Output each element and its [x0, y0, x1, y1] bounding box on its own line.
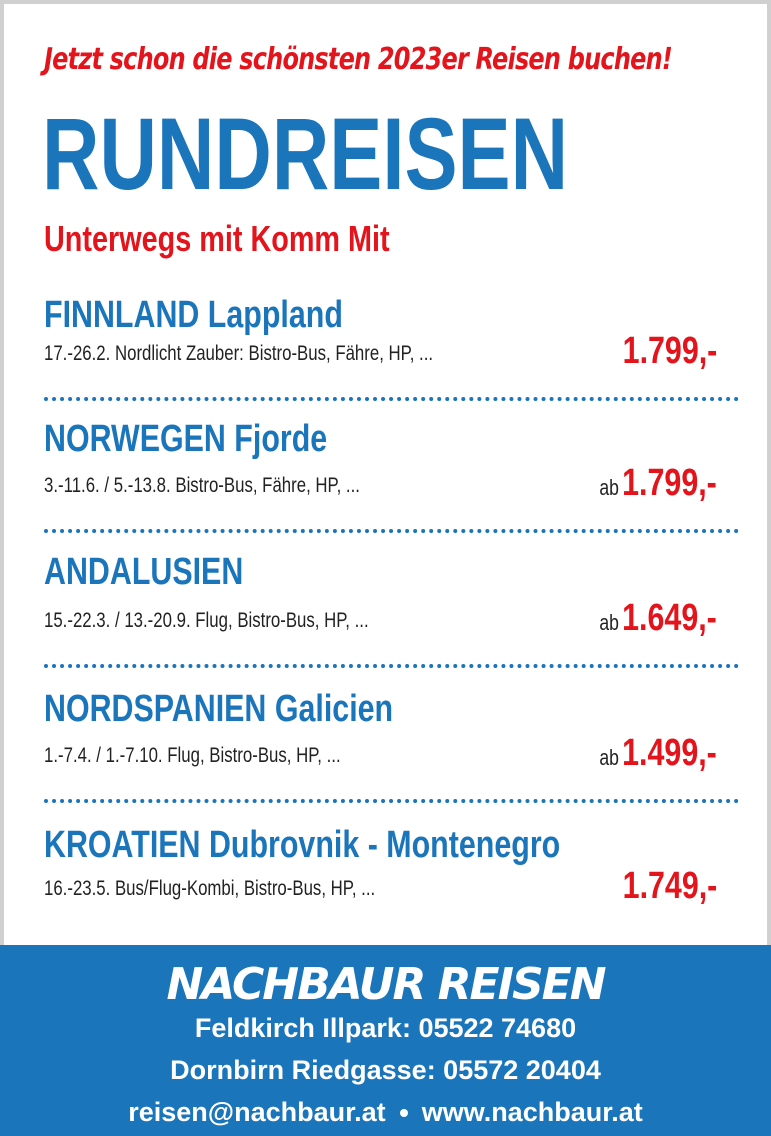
trip-price-group: ab1.799,-	[600, 462, 717, 505]
trip-name: KROATIEN Dubrovnik - Montenegro	[44, 824, 689, 867]
separator	[44, 799, 739, 803]
trip-details: 16.-23.5. Bus/Flug-Kombi, Bistro-Bus, HP…	[44, 877, 458, 901]
separator	[44, 397, 739, 401]
trip-price-group: ab1.649,-	[600, 597, 717, 640]
trip-details-text: 16.-23.5. Bus/Flug-Kombi, Bistro-Bus, HP…	[44, 877, 376, 900]
trip-details-text: 1.-7.4. / 1.-7.10. Flug, Bistro-Bus, HP,…	[44, 744, 341, 767]
trip-name-text: ANDALUSIEN	[44, 551, 244, 593]
price-prefix: ab	[599, 475, 620, 500]
trip-details: 15.-22.3. / 13.-20.9. Flug, Bistro-Bus, …	[44, 609, 450, 633]
separator	[44, 664, 739, 668]
trip-name: ANDALUSIEN	[44, 551, 293, 594]
separator	[44, 529, 739, 533]
trip-name: NORDSPANIEN Galicien	[44, 688, 480, 731]
trip-price-group: 1.799,-	[622, 330, 717, 373]
tagline: Jetzt schon die schönsten 2023er Reisen …	[44, 42, 771, 77]
price-prefix: ab	[599, 745, 620, 770]
trip-price: ab1.649,-	[570, 597, 717, 640]
trip-details-text: 17.-26.2. Nordlicht Zauber: Bistro-Bus, …	[44, 342, 434, 365]
trip-name: NORWEGEN Fjorde	[44, 418, 398, 461]
price-value: 1.799,-	[622, 462, 717, 504]
footer: NACHBAUR REISEN Feldkirch Illpark: 05522…	[0, 945, 771, 1136]
price-value: 1.749,-	[622, 865, 717, 907]
contact-line: Dornbirn Riedgasse: 05572 20404	[170, 1055, 601, 1085]
price-value: 1.799,-	[622, 330, 717, 372]
email[interactable]: reisen@nachbaur.at	[128, 1097, 386, 1127]
trip-details: 1.-7.4. / 1.-7.10. Flug, Bistro-Bus, HP,…	[44, 744, 415, 768]
subtitle-text: Unterwegs mit Komm Mit	[44, 218, 390, 259]
trip-price: ab1.799,-	[570, 462, 717, 505]
price-value: 1.649,-	[622, 597, 717, 639]
website[interactable]: www.nachbaur.at	[421, 1097, 643, 1127]
trip-price: 1.749,-	[599, 865, 717, 908]
trip-details-text: 3.-11.6. / 5.-13.8. Bistro-Bus, Fähre, H…	[44, 474, 360, 497]
title-text: RUNDREISEN	[42, 97, 569, 211]
trip-price-group: ab1.499,-	[600, 732, 717, 775]
trip-price: ab1.499,-	[570, 732, 717, 775]
separator-dot	[399, 1108, 408, 1117]
trip-price-group: 1.749,-	[622, 865, 717, 908]
tagline-text: Jetzt schon die schönsten 2023er Reisen …	[44, 42, 673, 77]
trip-details: 3.-11.6. / 5.-13.8. Bistro-Bus, Fähre, H…	[44, 474, 439, 498]
trip-name-text: KROATIEN Dubrovnik - Montenegro	[44, 824, 561, 866]
contact-line: Feldkirch Illpark: 05522 74680	[194, 1013, 577, 1043]
subtitle: Unterwegs mit Komm Mit	[44, 218, 476, 260]
trip-price: 1.799,-	[599, 330, 717, 373]
trip-details: 17.-26.2. Nordlicht Zauber: Bistro-Bus, …	[44, 342, 530, 366]
brand: NACHBAUR REISEN	[166, 959, 606, 1010]
trip-name-text: NORWEGEN Fjorde	[44, 418, 328, 460]
trip-details-text: 15.-22.3. / 13.-20.9. Flug, Bistro-Bus, …	[44, 609, 369, 632]
contact-web: reisen@nachbaur.at www.nachbaur.at	[0, 1097, 771, 1128]
price-value: 1.499,-	[622, 732, 717, 774]
title: RUNDREISEN	[42, 97, 716, 211]
trip-name-text: NORDSPANIEN Galicien	[44, 688, 394, 730]
trip-name-text: FINNLAND Lappland	[44, 294, 343, 336]
price-prefix: ab	[599, 610, 620, 635]
trip-name: FINNLAND Lappland	[44, 294, 418, 337]
